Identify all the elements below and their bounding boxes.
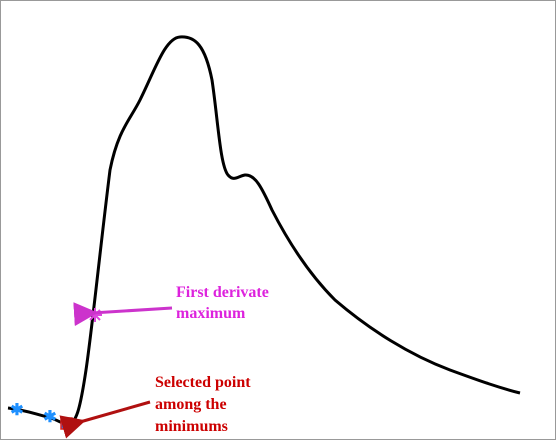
annotation: among the xyxy=(155,396,227,413)
annotation: Selected point xyxy=(155,374,251,391)
annotation: minimums xyxy=(155,418,228,435)
annotation: First derivate xyxy=(176,284,269,301)
arrow xyxy=(73,302,173,327)
selected-marker xyxy=(60,417,73,430)
signal-curve xyxy=(7,35,521,426)
annotation: maximum xyxy=(176,305,246,322)
minimum-marker: ✱ xyxy=(10,402,23,419)
arrow xyxy=(59,400,151,439)
minimum-marker: ✱ xyxy=(43,409,56,426)
derivative-marker xyxy=(88,308,102,322)
